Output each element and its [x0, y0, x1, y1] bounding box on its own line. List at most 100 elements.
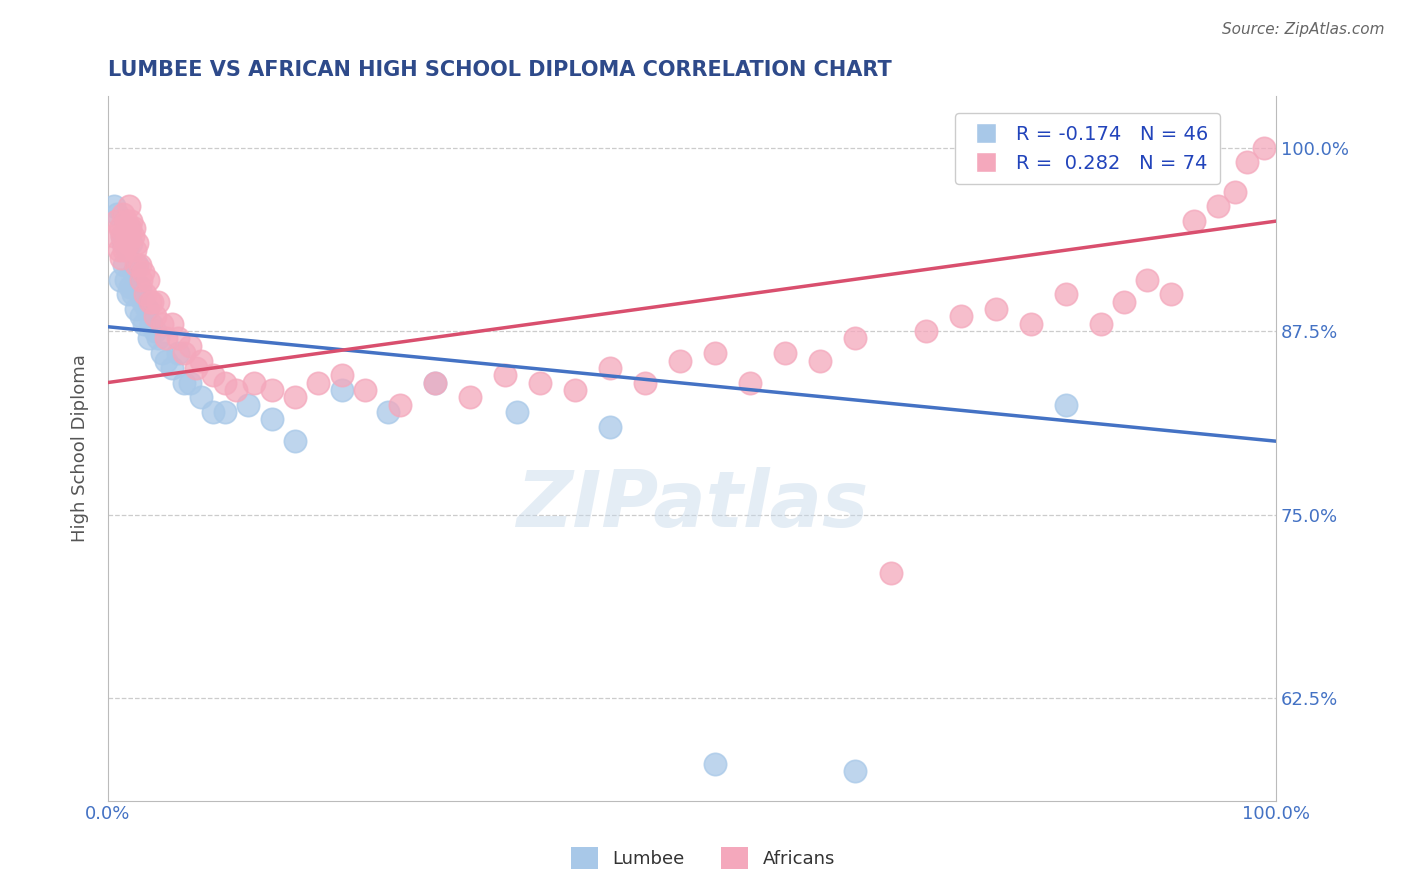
- Point: [330, 383, 353, 397]
- Point: [423, 376, 446, 390]
- Y-axis label: High School Diploma: High School Diploma: [72, 355, 89, 542]
- Point: [112, 258, 135, 272]
- Point: [704, 346, 727, 360]
- Point: [179, 339, 201, 353]
- Point: [184, 360, 207, 375]
- Point: [914, 324, 936, 338]
- Point: [120, 214, 142, 228]
- Point: [132, 265, 155, 279]
- Point: [114, 273, 136, 287]
- Point: [148, 331, 170, 345]
- Point: [108, 221, 131, 235]
- Point: [122, 265, 145, 279]
- Point: [377, 405, 399, 419]
- Point: [115, 228, 138, 243]
- Point: [810, 353, 832, 368]
- Point: [190, 353, 212, 368]
- Text: ZIPatlas: ZIPatlas: [516, 467, 868, 543]
- Point: [1206, 199, 1229, 213]
- Point: [124, 280, 146, 294]
- Point: [179, 376, 201, 390]
- Point: [225, 383, 247, 397]
- Point: [118, 221, 141, 235]
- Point: [173, 376, 195, 390]
- Point: [134, 317, 156, 331]
- Point: [143, 310, 166, 324]
- Point: [260, 412, 283, 426]
- Point: [214, 376, 236, 390]
- Point: [117, 236, 139, 251]
- Point: [844, 331, 866, 345]
- Point: [1182, 214, 1205, 228]
- Point: [844, 764, 866, 779]
- Point: [1054, 397, 1077, 411]
- Point: [529, 376, 551, 390]
- Point: [112, 244, 135, 258]
- Point: [506, 405, 529, 419]
- Point: [105, 207, 128, 221]
- Point: [202, 405, 225, 419]
- Point: [121, 287, 143, 301]
- Point: [284, 434, 307, 449]
- Point: [307, 376, 329, 390]
- Point: [775, 346, 797, 360]
- Point: [114, 214, 136, 228]
- Point: [564, 383, 586, 397]
- Point: [120, 236, 142, 251]
- Point: [132, 294, 155, 309]
- Point: [1019, 317, 1042, 331]
- Point: [354, 383, 377, 397]
- Text: Source: ZipAtlas.com: Source: ZipAtlas.com: [1222, 22, 1385, 37]
- Point: [669, 353, 692, 368]
- Point: [160, 360, 183, 375]
- Point: [1090, 317, 1112, 331]
- Point: [214, 405, 236, 419]
- Point: [879, 566, 901, 581]
- Point: [105, 214, 128, 228]
- Point: [135, 302, 157, 317]
- Point: [458, 390, 481, 404]
- Point: [949, 310, 972, 324]
- Point: [1136, 273, 1159, 287]
- Point: [284, 390, 307, 404]
- Point: [111, 228, 134, 243]
- Point: [634, 376, 657, 390]
- Point: [121, 228, 143, 243]
- Point: [139, 294, 162, 309]
- Point: [134, 287, 156, 301]
- Point: [202, 368, 225, 383]
- Point: [1160, 287, 1182, 301]
- Point: [111, 228, 134, 243]
- Point: [167, 346, 190, 360]
- Point: [108, 273, 131, 287]
- Point: [129, 273, 152, 287]
- Point: [107, 244, 129, 258]
- Point: [112, 236, 135, 251]
- Point: [330, 368, 353, 383]
- Point: [190, 390, 212, 404]
- Point: [110, 251, 132, 265]
- Point: [984, 302, 1007, 317]
- Point: [148, 294, 170, 309]
- Point: [1114, 294, 1136, 309]
- Point: [141, 317, 163, 331]
- Point: [1223, 185, 1246, 199]
- Point: [129, 310, 152, 324]
- Point: [599, 360, 621, 375]
- Point: [260, 383, 283, 397]
- Point: [124, 244, 146, 258]
- Point: [494, 368, 516, 383]
- Point: [236, 397, 259, 411]
- Point: [704, 756, 727, 771]
- Point: [120, 280, 142, 294]
- Point: [388, 397, 411, 411]
- Point: [173, 346, 195, 360]
- Point: [155, 353, 177, 368]
- Point: [136, 273, 159, 287]
- Legend: R = -0.174   N = 46, R =  0.282   N = 74: R = -0.174 N = 46, R = 0.282 N = 74: [955, 113, 1219, 185]
- Point: [160, 317, 183, 331]
- Point: [150, 317, 173, 331]
- Point: [1236, 155, 1258, 169]
- Point: [740, 376, 762, 390]
- Text: LUMBEE VS AFRICAN HIGH SCHOOL DIPLOMA CORRELATION CHART: LUMBEE VS AFRICAN HIGH SCHOOL DIPLOMA CO…: [108, 60, 891, 79]
